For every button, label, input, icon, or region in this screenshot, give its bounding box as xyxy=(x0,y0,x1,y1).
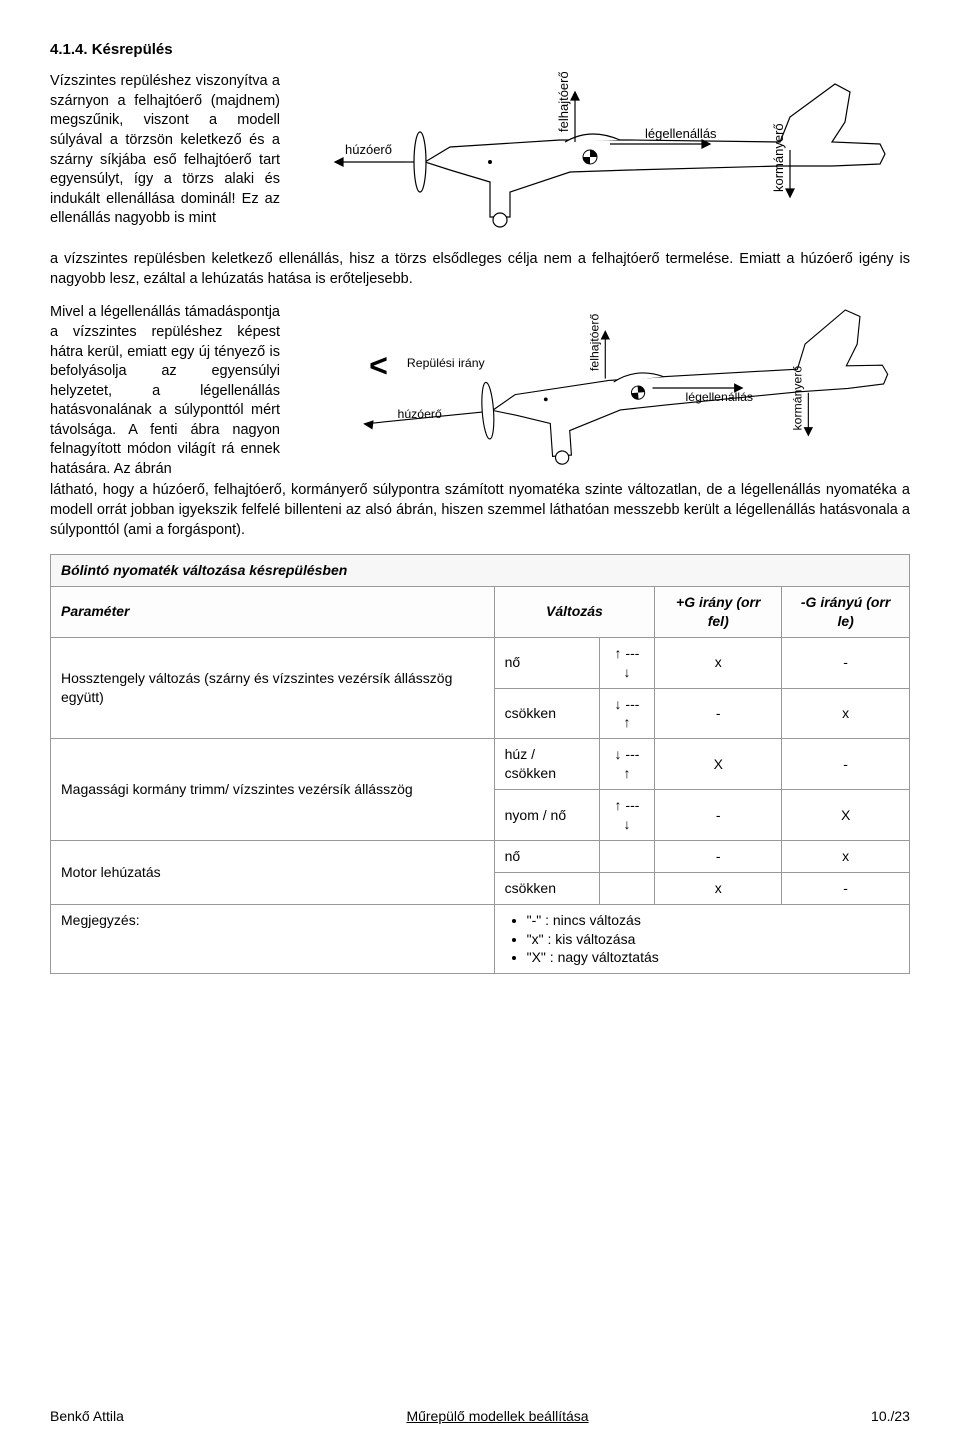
row1b-change: csökken xyxy=(494,688,599,739)
label-lift: felhajtóerő xyxy=(556,72,571,132)
col-change: Változás xyxy=(494,586,655,637)
paragraph-2-cont: látható, hogy a húzóerő, felhajtóerő, ko… xyxy=(50,482,910,537)
footer-page: 10./23 xyxy=(871,1407,910,1426)
diagram-1: húzóerő felhajtóerő légellenállás kormán… xyxy=(310,72,910,242)
label-thrust: húzóerő xyxy=(345,142,392,157)
row3b-arrows xyxy=(599,872,655,904)
table-row: Hossztengely változás (szárny és vízszin… xyxy=(51,637,910,688)
table-row: Magassági kormány trimm/ vízszintes vezé… xyxy=(51,739,910,790)
row3a-arrows xyxy=(599,840,655,872)
aircraft-diagram-2: < Repülési irány húzóerő xyxy=(310,303,910,473)
col-negg: -G irányú (orr le) xyxy=(782,586,910,637)
footer-title: Műrepülő modellek beállítása xyxy=(406,1407,588,1426)
table-row: Motor lehúzatás nő - x xyxy=(51,840,910,872)
paragraph-1: húzóerő felhajtóerő légellenállás kormán… xyxy=(50,72,910,289)
flight-dir-arrowhead: < xyxy=(369,348,388,384)
row2a-posg: X xyxy=(655,739,782,790)
row1a-negg: - xyxy=(782,637,910,688)
label-lift-2: felhajtóerő xyxy=(588,314,602,371)
row1a-arrows: ↑ --- ↓ xyxy=(599,637,655,688)
row2b-change: nyom / nő xyxy=(494,790,599,841)
row3-param: Motor lehúzatás xyxy=(51,840,495,904)
row3a-change: nő xyxy=(494,840,599,872)
label-thrust-2: húzóerő xyxy=(398,408,443,422)
section-number: 4.1.4. xyxy=(50,41,88,58)
label-drag-2: légellenállás xyxy=(686,391,754,405)
row1-param: Hossztengely változás (szárny és vízszin… xyxy=(51,637,495,739)
row3b-negg: - xyxy=(782,872,910,904)
paragraph-1-column: Vízszintes repüléshez viszonyítva a szár… xyxy=(50,72,280,229)
note-label: Megjegyzés: xyxy=(51,904,495,974)
col-posg: +G irány (orr fel) xyxy=(655,586,782,637)
row2b-posg: - xyxy=(655,790,782,841)
label-flight-dir: Repülési irány xyxy=(407,357,486,371)
row1a-posg: x xyxy=(655,637,782,688)
label-control-2: kormányerő xyxy=(791,366,805,431)
note-item: "X" : nagy változtatás xyxy=(527,948,899,967)
paragraph-2: < Repülési irány húzóerő xyxy=(50,303,910,540)
label-drag: légellenállás xyxy=(645,126,717,141)
aircraft-diagram-1: húzóerő felhajtóerő légellenállás kormán… xyxy=(310,72,910,242)
row2-param: Magassági kormány trimm/ vízszintes vezé… xyxy=(51,739,495,841)
row3b-change: csökken xyxy=(494,872,599,904)
row2b-negg: X xyxy=(782,790,910,841)
label-control: kormányerő xyxy=(771,124,786,193)
section-title-text: Késrepülés xyxy=(92,41,173,58)
row3a-posg: - xyxy=(655,840,782,872)
row2b-arrows: ↑ --- ↓ xyxy=(599,790,655,841)
table-note-row: Megjegyzés: "-" : nincs változás "x" : k… xyxy=(51,904,910,974)
paragraph-1-cont: a vízszintes repülésben keletkező ellená… xyxy=(50,251,910,287)
footer-author: Benkő Attila xyxy=(50,1407,124,1426)
section-heading: 4.1.4. Késrepülés xyxy=(50,40,910,60)
row1a-change: nő xyxy=(494,637,599,688)
row1b-negg: x xyxy=(782,688,910,739)
col-param: Paraméter xyxy=(51,586,495,637)
note-item: "-" : nincs változás xyxy=(527,911,899,930)
moment-change-table: Bólintó nyomaték változása késrepülésben… xyxy=(50,554,910,974)
row2a-negg: - xyxy=(782,739,910,790)
table-title: Bólintó nyomaték változása késrepülésben xyxy=(51,555,910,587)
note-cell: "-" : nincs változás "x" : kis változása… xyxy=(494,904,909,974)
row1b-posg: - xyxy=(655,688,782,739)
row3b-posg: x xyxy=(655,872,782,904)
row2a-arrows: ↓ --- ↑ xyxy=(599,739,655,790)
row3a-negg: x xyxy=(782,840,910,872)
note-item: "x" : kis változása xyxy=(527,930,899,949)
page-footer: Benkő Attila Műrepülő modellek beállítás… xyxy=(50,1407,910,1426)
diagram-2: < Repülési irány húzóerő xyxy=(310,303,910,473)
row1b-arrows: ↓ --- ↑ xyxy=(599,688,655,739)
row2a-change: húz / csökken xyxy=(494,739,599,790)
paragraph-2-column: Mivel a légellenállás támadáspontja a ví… xyxy=(50,303,280,479)
